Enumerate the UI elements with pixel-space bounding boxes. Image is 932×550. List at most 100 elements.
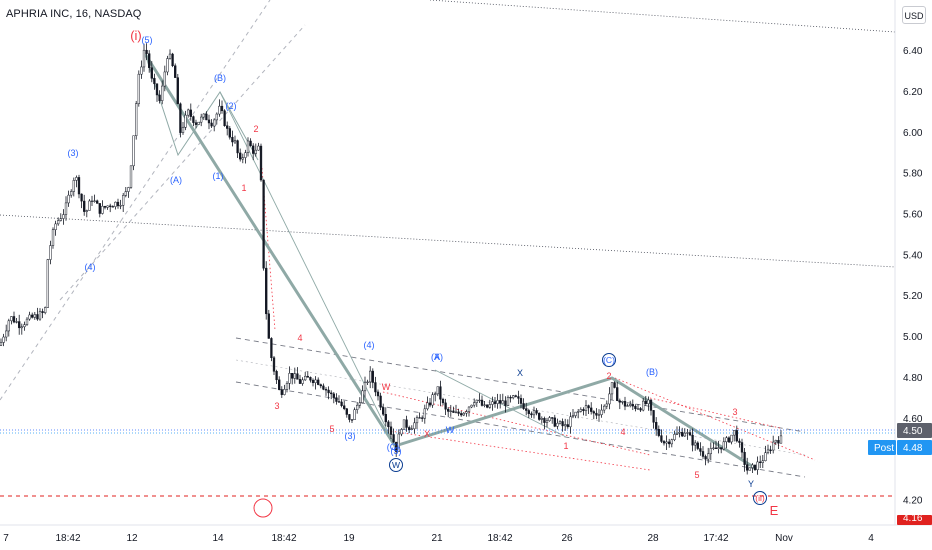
candle bbox=[577, 408, 580, 419]
candle bbox=[423, 404, 426, 424]
candle bbox=[324, 387, 328, 396]
wave-label: (4) bbox=[85, 262, 96, 272]
candle bbox=[496, 393, 499, 409]
y-tick-label: 6.00 bbox=[903, 128, 923, 139]
candle bbox=[38, 308, 42, 321]
candle bbox=[218, 99, 221, 117]
candle bbox=[340, 398, 343, 408]
candle bbox=[558, 420, 562, 425]
y-tick-label: 4.20 bbox=[903, 495, 923, 506]
candle bbox=[288, 366, 291, 390]
candle bbox=[267, 309, 270, 339]
candle bbox=[629, 400, 632, 408]
candle bbox=[639, 406, 642, 413]
candle bbox=[49, 240, 52, 265]
candle bbox=[109, 203, 112, 213]
currency-button[interactable]: USD bbox=[902, 6, 926, 24]
candle bbox=[361, 385, 364, 404]
candle bbox=[239, 148, 242, 162]
candle bbox=[592, 410, 595, 420]
candle bbox=[327, 386, 330, 400]
price-tags: 4.50 4.48 4.16 Post bbox=[868, 423, 932, 525]
candle bbox=[480, 395, 484, 407]
candle bbox=[114, 201, 117, 210]
candle bbox=[314, 376, 317, 390]
candle bbox=[291, 373, 294, 385]
candle bbox=[64, 196, 68, 221]
candle bbox=[610, 382, 614, 400]
candle bbox=[275, 369, 278, 384]
candle bbox=[486, 404, 489, 409]
candle bbox=[634, 404, 637, 412]
wave-label: (4) bbox=[364, 340, 375, 350]
candle bbox=[595, 408, 598, 420]
candle bbox=[140, 60, 143, 79]
candle bbox=[551, 417, 554, 424]
candle bbox=[163, 65, 166, 92]
candle bbox=[223, 109, 226, 127]
candle bbox=[493, 396, 497, 408]
candle bbox=[439, 380, 442, 407]
candle bbox=[382, 403, 385, 416]
candle bbox=[254, 143, 257, 157]
candle bbox=[192, 115, 195, 127]
candle bbox=[220, 100, 224, 114]
candle bbox=[603, 404, 606, 414]
candle bbox=[23, 321, 26, 331]
candle bbox=[252, 143, 255, 161]
candle bbox=[457, 408, 460, 417]
candle bbox=[158, 90, 161, 104]
candle bbox=[187, 108, 190, 118]
candle bbox=[543, 416, 546, 430]
candle bbox=[673, 430, 676, 442]
candle bbox=[62, 209, 65, 225]
candle bbox=[379, 392, 382, 411]
candle bbox=[270, 337, 273, 362]
candle bbox=[137, 70, 140, 107]
wave-label: (3) bbox=[345, 431, 356, 441]
post-price-tag: 4.48 bbox=[897, 440, 932, 455]
candle bbox=[278, 376, 281, 391]
candle bbox=[405, 415, 408, 432]
candle bbox=[132, 135, 135, 171]
candle bbox=[514, 394, 517, 398]
candle bbox=[582, 407, 585, 416]
candle bbox=[337, 395, 341, 403]
candle bbox=[280, 386, 283, 398]
candle bbox=[441, 397, 445, 406]
wave-labels: (i) (5)(B)(2)2(3)(A) (1)1(4)43(4)5(3)(C)(5… bbox=[68, 28, 779, 518]
candle bbox=[395, 441, 398, 457]
candle bbox=[343, 400, 346, 411]
wave-label: (3) bbox=[68, 148, 79, 158]
candle bbox=[675, 426, 679, 435]
x-tick-label: 21 bbox=[431, 533, 443, 544]
y-tick-label: 6.20 bbox=[903, 87, 923, 98]
candle bbox=[298, 374, 302, 385]
candle bbox=[10, 315, 13, 325]
candle bbox=[226, 121, 229, 136]
candle bbox=[363, 376, 367, 398]
candle bbox=[330, 390, 333, 400]
candle bbox=[618, 398, 621, 410]
candle bbox=[605, 400, 608, 410]
wave-label: 1 bbox=[563, 441, 568, 451]
candle bbox=[88, 199, 91, 211]
candle bbox=[777, 436, 780, 450]
candle bbox=[80, 193, 83, 209]
candle bbox=[90, 195, 94, 206]
candle bbox=[350, 419, 354, 423]
candle bbox=[397, 429, 400, 452]
candle bbox=[228, 125, 231, 140]
candle bbox=[176, 73, 179, 105]
chart-title: APHRIA INC, 16, NASDAQ bbox=[6, 8, 142, 20]
candle bbox=[766, 444, 770, 455]
candle bbox=[621, 400, 624, 405]
candle bbox=[12, 311, 16, 324]
candle bbox=[101, 200, 104, 215]
candle bbox=[748, 467, 751, 471]
candle bbox=[761, 454, 764, 468]
wave-label: 3 bbox=[732, 407, 737, 417]
candle bbox=[522, 398, 525, 410]
x-axis: 7 18:42 12 14 18:42 19 21 18:42 26 28 17:42 Nov 4 bbox=[3, 533, 874, 544]
